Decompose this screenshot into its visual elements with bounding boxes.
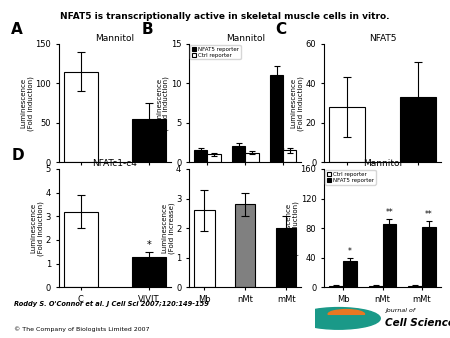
Bar [400,97,436,162]
Text: Journal of: Journal of [386,308,416,313]
Bar [329,107,365,162]
Y-axis label: Luminescence
(Fold induction): Luminescence (Fold induction) [31,201,44,256]
Text: *: * [348,247,352,256]
Text: *: * [146,240,151,250]
Bar [235,204,256,287]
Text: © The Company of Biologists Limited 2007: © The Company of Biologists Limited 2007 [14,326,149,332]
Text: **: ** [386,208,393,217]
Bar [276,228,297,287]
Text: B: B [142,22,153,38]
Bar [343,261,357,287]
Bar [132,119,166,162]
Bar [194,150,207,162]
Bar [63,212,98,287]
Text: C: C [275,22,286,38]
Title: Mannitol: Mannitol [363,159,402,168]
Wedge shape [328,310,365,314]
Text: Cell Science: Cell Science [386,318,450,328]
Bar [270,75,283,162]
Bar [329,286,343,287]
Legend: Ctrl reporter, NFAT5 reporter: Ctrl reporter, NFAT5 reporter [325,170,376,185]
Bar [245,153,258,162]
Title: Mannitol: Mannitol [95,34,134,43]
Bar [194,210,215,287]
Bar [408,286,422,287]
Title: NFAT5: NFAT5 [369,34,396,43]
Text: Roddy S. O'Connor et al. J Cell Sci 2007;120:149-159: Roddy S. O'Connor et al. J Cell Sci 2007… [14,301,208,307]
Text: NFAT5 is transcriptionally active in skeletal muscle cells in vitro.: NFAT5 is transcriptionally active in ske… [60,12,390,21]
Bar [132,257,166,287]
Legend: NFAT5 reporter, Ctrl reporter: NFAT5 reporter, Ctrl reporter [190,45,241,59]
Text: D: D [11,147,24,163]
Text: F: F [275,147,285,163]
Bar [382,224,396,287]
Text: A: A [11,22,23,38]
Title: NFATc1-c4: NFATc1-c4 [92,159,137,168]
Title: Mannitol: Mannitol [226,34,265,43]
Bar [422,227,436,287]
Y-axis label: Luminescence
(Fold induction): Luminescence (Fold induction) [286,201,299,256]
Y-axis label: Luminescence
(Fold induction): Luminescence (Fold induction) [156,76,170,130]
Y-axis label: Luminescence
(Fold induction): Luminescence (Fold induction) [291,76,304,130]
Bar [369,286,382,287]
Bar [232,146,245,162]
Y-axis label: Luminescence
(Fold increase): Luminescence (Fold increase) [161,202,175,254]
Circle shape [297,308,380,329]
Text: E: E [142,147,152,163]
Y-axis label: Luminescence
(Fold induction): Luminescence (Fold induction) [20,76,34,130]
Text: **: ** [425,210,432,219]
Bar [283,150,297,162]
Bar [207,154,220,162]
Bar [63,72,98,162]
